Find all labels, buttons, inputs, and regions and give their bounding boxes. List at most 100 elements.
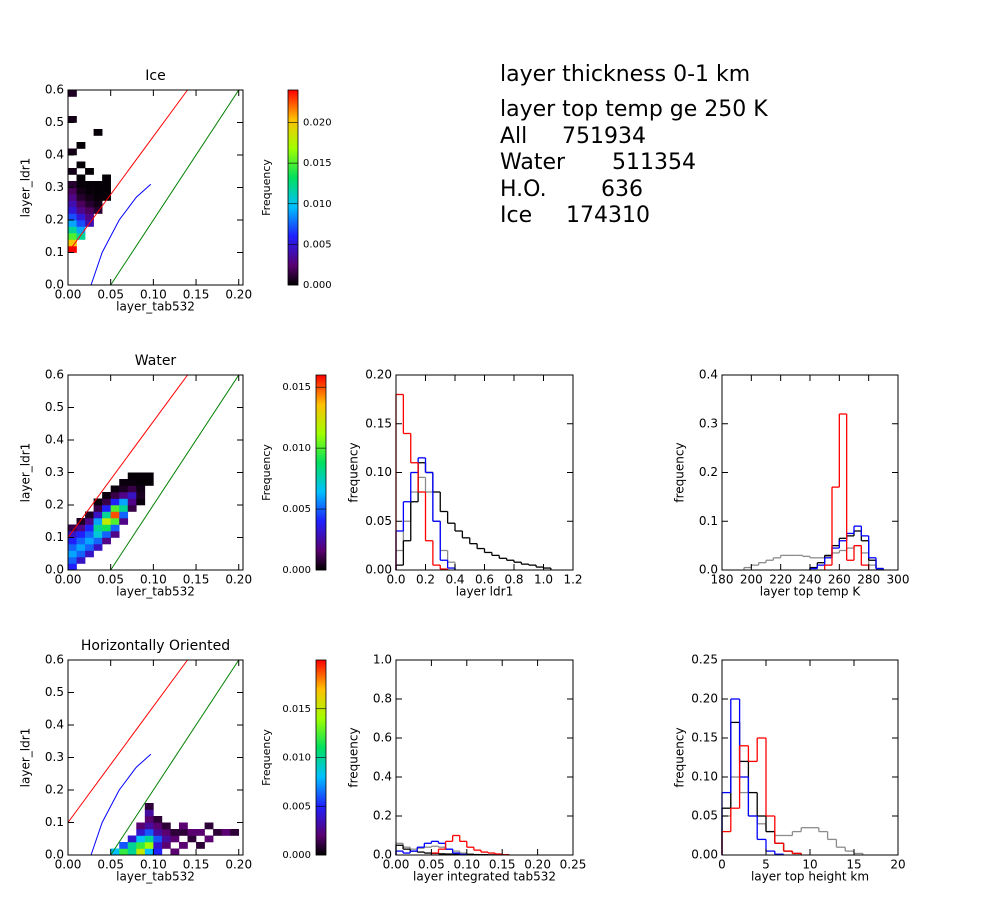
x-tick-label: 0.20 [225, 858, 252, 872]
heatmap-cell [102, 492, 111, 499]
heatmap-cell [93, 207, 103, 214]
y-tick-label: 0.4 [45, 433, 64, 447]
y-tick-label: 0.1 [699, 514, 718, 528]
x-tick-label: 0.20 [225, 288, 252, 302]
x-tick-label: 0.10 [140, 288, 167, 302]
summary-line: layer thickness 0-1 km [500, 62, 750, 87]
heatmap-cell [76, 226, 86, 234]
x-tick-label: 0.10 [453, 858, 480, 872]
heatmap-cell [144, 842, 154, 849]
count-value: 511354 [612, 150, 696, 175]
x-tick-label: 15 [846, 858, 861, 872]
heatmap-cell [178, 842, 188, 849]
x-tick-label: 0.20 [524, 858, 551, 872]
heatmap-cell [102, 531, 111, 538]
y-tick-label: 0.4 [373, 770, 392, 784]
heatmap-cell [76, 207, 86, 214]
y-tick-label: 0.10 [365, 465, 392, 479]
y-tick-label: 0.4 [45, 718, 64, 732]
reference-line [90, 183, 152, 286]
heatmap-cell [68, 550, 77, 558]
heatmap-cell [127, 479, 137, 486]
heatmap-cell [153, 816, 163, 823]
y-tick-label: 0.15 [691, 731, 718, 745]
heatmap-cell [68, 537, 77, 545]
heatmap-cell [110, 492, 120, 499]
heatmap-cell [93, 194, 103, 201]
x-tick-label: 0.00 [383, 858, 410, 872]
x-tick-label: 0.05 [97, 288, 124, 302]
heatmap-cell [110, 511, 120, 519]
heatmap-cell [127, 505, 137, 512]
heatmap-cell [68, 116, 77, 123]
y-axis-label: frequency [673, 442, 687, 502]
heatmap-cell [127, 848, 137, 856]
colorbar-tick-label: 0.010 [282, 753, 311, 764]
heatmap-cell [76, 181, 86, 188]
colorbar-tick-label: 0.020 [303, 118, 332, 129]
heatmap-cell [93, 187, 103, 195]
heatmap-cell [119, 479, 129, 486]
reference-line [110, 89, 240, 286]
x-tick-label: 0.0 [386, 573, 405, 587]
y-tick-label: 0.6 [45, 368, 64, 382]
x-tick-label: 0.10 [140, 858, 167, 872]
y-tick-label: 0.3 [45, 180, 64, 194]
heatmap-cell [102, 194, 111, 201]
heatmap-cell [76, 200, 86, 208]
heatmap-cell [161, 835, 171, 843]
heatmap-cell [127, 835, 137, 843]
x-tick-label: 180 [711, 573, 734, 587]
heatmap-cell [110, 531, 120, 538]
count-value: 174310 [566, 203, 650, 228]
heatmap-cell [127, 485, 137, 493]
heatmap-cell [221, 829, 231, 836]
y-tick-label: 0.10 [691, 770, 718, 784]
colorbar-label: Frequency [260, 444, 273, 501]
y-tick-label: 0.05 [691, 809, 718, 823]
x-tick-label: 1.0 [534, 573, 553, 587]
heatmap-cell [144, 829, 154, 836]
heatmap-cell [68, 187, 77, 195]
heatmap-cell [102, 505, 111, 512]
heatmap-cell [127, 492, 137, 499]
reference-line [110, 374, 240, 571]
colorbar-tick-label: 0.005 [282, 801, 311, 812]
heatmap-cell [204, 835, 214, 843]
y-tick-label: 0.5 [45, 115, 64, 129]
x-tick-label: 0.15 [489, 858, 516, 872]
x-axis-label: layer_tab532 [116, 300, 195, 314]
heatmap-cell [85, 511, 94, 519]
count-value: 636 [601, 177, 643, 202]
x-tick-label: 0.25 [560, 858, 587, 872]
y-tick-label: 0.2 [45, 213, 64, 227]
heatmap-cell [119, 492, 129, 499]
heatmap-cell [110, 498, 120, 506]
x-tick-label: 0 [718, 858, 726, 872]
heatmap-cell [68, 531, 77, 538]
heatmap-cell [213, 829, 222, 836]
x-tick-label: 0.4 [445, 573, 464, 587]
y-tick-label: 0.4 [45, 148, 64, 162]
colorbar-tick-label: 0.005 [303, 239, 332, 250]
heatmap-cell [110, 518, 120, 525]
heatmap-cell [144, 835, 154, 843]
heatmap-cell [76, 557, 86, 564]
heatmap-cell [93, 505, 103, 512]
y-tick-label: 0.0 [45, 563, 64, 577]
heatmap-cell [127, 498, 137, 506]
x-tick-label: 0.2 [416, 573, 435, 587]
heatmap-cell [136, 848, 146, 856]
y-tick-label: 0.1 [45, 245, 64, 259]
count-label: Water [500, 150, 566, 175]
heatmap-cell [170, 848, 180, 856]
x-tick-label: 0.00 [55, 573, 82, 587]
heatmap-cell [68, 239, 77, 247]
heatmap-cell [153, 822, 163, 830]
y-tick-label: 0.2 [45, 498, 64, 512]
heatmap-cell [178, 822, 188, 830]
y-axis-label: layer_ldr1 [19, 728, 33, 788]
heatmap-cell [102, 181, 111, 188]
count-label: Ice [500, 203, 532, 228]
heatmap-cell [230, 829, 240, 836]
